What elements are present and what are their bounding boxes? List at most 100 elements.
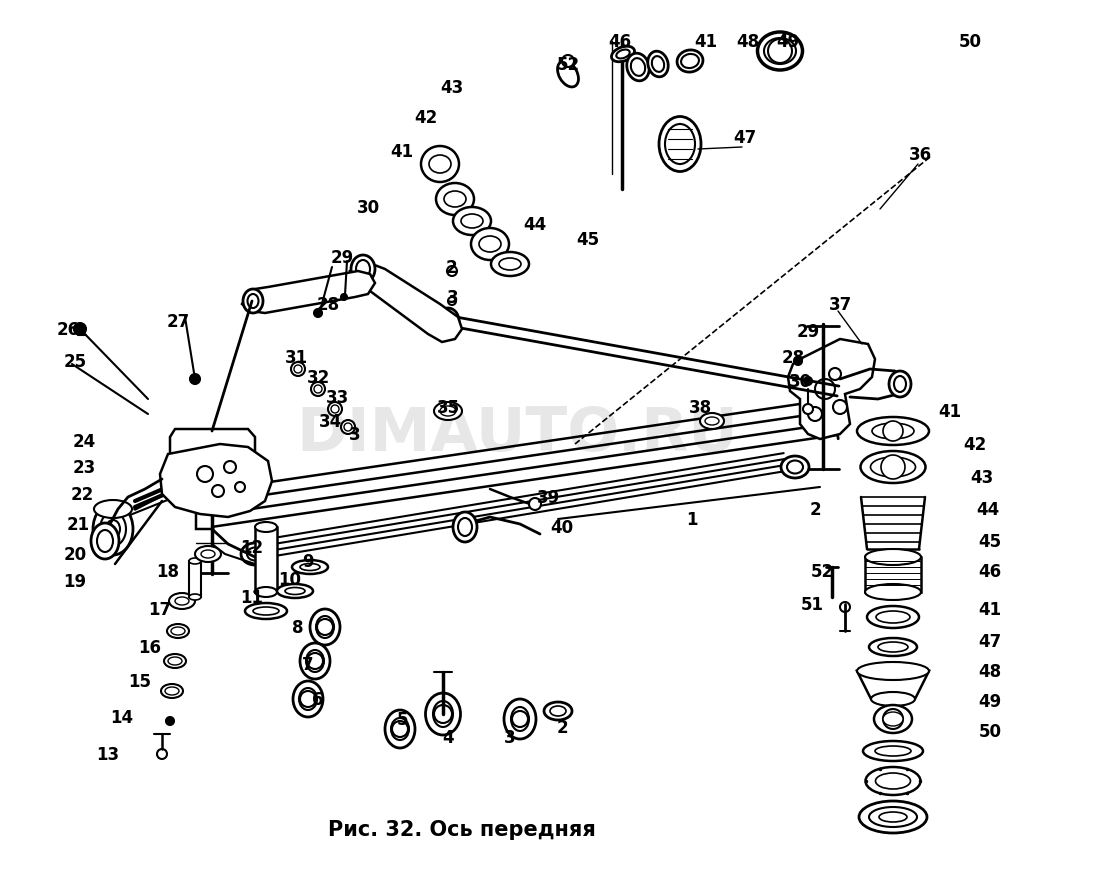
- Circle shape: [197, 467, 213, 482]
- Text: 11: 11: [241, 588, 264, 607]
- Ellipse shape: [97, 530, 113, 553]
- Circle shape: [392, 721, 408, 737]
- Text: 29: 29: [330, 249, 353, 267]
- Text: 24: 24: [73, 433, 96, 450]
- Circle shape: [794, 357, 802, 366]
- Circle shape: [803, 405, 813, 415]
- Ellipse shape: [167, 624, 189, 638]
- Text: 42: 42: [415, 109, 438, 127]
- Text: 41: 41: [694, 33, 717, 51]
- Circle shape: [344, 423, 352, 432]
- Ellipse shape: [550, 706, 566, 716]
- Ellipse shape: [558, 62, 579, 88]
- Ellipse shape: [700, 414, 724, 429]
- Circle shape: [74, 323, 86, 335]
- Ellipse shape: [867, 607, 918, 628]
- Ellipse shape: [865, 549, 921, 566]
- Ellipse shape: [390, 718, 409, 740]
- Text: 3: 3: [349, 426, 361, 443]
- Ellipse shape: [659, 117, 701, 172]
- Text: DIMAUTO.RU: DIMAUTO.RU: [296, 405, 738, 464]
- Circle shape: [815, 380, 835, 400]
- Text: 10: 10: [278, 570, 301, 588]
- Text: 22: 22: [70, 486, 94, 503]
- Ellipse shape: [310, 609, 340, 646]
- Text: 50: 50: [958, 33, 981, 51]
- Ellipse shape: [544, 702, 572, 720]
- Circle shape: [447, 267, 456, 276]
- Polygon shape: [857, 671, 929, 700]
- Text: 51: 51: [801, 595, 824, 614]
- Text: 8: 8: [293, 618, 304, 636]
- Text: 49: 49: [978, 693, 1002, 710]
- Text: 31: 31: [285, 348, 308, 367]
- Text: 2: 2: [446, 259, 456, 276]
- Ellipse shape: [299, 688, 317, 710]
- Text: 13: 13: [97, 745, 120, 763]
- Polygon shape: [170, 429, 255, 529]
- Ellipse shape: [195, 547, 221, 562]
- Ellipse shape: [170, 627, 185, 635]
- Ellipse shape: [894, 376, 906, 393]
- Text: 45: 45: [978, 533, 1002, 550]
- Ellipse shape: [248, 547, 263, 561]
- Text: 47: 47: [978, 633, 1002, 650]
- Text: 2: 2: [810, 501, 821, 519]
- Ellipse shape: [781, 456, 808, 479]
- Ellipse shape: [100, 513, 126, 547]
- Ellipse shape: [758, 33, 803, 71]
- Ellipse shape: [436, 183, 474, 216]
- Ellipse shape: [878, 642, 908, 653]
- Ellipse shape: [300, 643, 330, 680]
- Ellipse shape: [627, 54, 649, 82]
- Ellipse shape: [164, 654, 186, 668]
- Circle shape: [317, 620, 333, 635]
- Ellipse shape: [94, 501, 132, 519]
- Text: 38: 38: [689, 399, 712, 416]
- Circle shape: [212, 486, 224, 497]
- Ellipse shape: [253, 607, 279, 615]
- Ellipse shape: [491, 253, 529, 276]
- Text: 26: 26: [56, 321, 79, 339]
- Ellipse shape: [869, 807, 917, 827]
- Ellipse shape: [241, 543, 270, 566]
- Text: 28: 28: [317, 295, 340, 314]
- Text: 29: 29: [796, 322, 820, 341]
- Ellipse shape: [385, 710, 415, 748]
- Circle shape: [768, 40, 792, 64]
- Bar: [255, 527, 277, 593]
- Ellipse shape: [666, 125, 695, 165]
- Text: 9: 9: [302, 553, 313, 570]
- Circle shape: [562, 56, 574, 68]
- Circle shape: [311, 382, 324, 396]
- Ellipse shape: [471, 229, 509, 261]
- Text: 7: 7: [302, 655, 313, 673]
- Circle shape: [833, 401, 847, 415]
- Polygon shape: [788, 340, 875, 440]
- Circle shape: [157, 749, 167, 760]
- Text: 43: 43: [970, 468, 993, 487]
- Circle shape: [314, 309, 322, 318]
- Ellipse shape: [857, 662, 929, 680]
- Ellipse shape: [277, 584, 313, 599]
- Text: 16: 16: [139, 638, 162, 656]
- Ellipse shape: [189, 594, 201, 600]
- Ellipse shape: [300, 564, 320, 571]
- Ellipse shape: [434, 402, 462, 421]
- Ellipse shape: [869, 638, 917, 656]
- Ellipse shape: [91, 523, 119, 560]
- Text: 3: 3: [504, 728, 516, 746]
- Circle shape: [512, 711, 528, 727]
- Ellipse shape: [889, 372, 911, 397]
- Text: 12: 12: [241, 539, 264, 556]
- Text: 21: 21: [66, 515, 89, 534]
- Circle shape: [328, 402, 342, 416]
- Text: 40: 40: [550, 519, 573, 536]
- Ellipse shape: [870, 457, 915, 477]
- Ellipse shape: [857, 417, 929, 446]
- Text: 32: 32: [307, 368, 330, 387]
- Ellipse shape: [351, 255, 375, 283]
- Ellipse shape: [612, 47, 635, 63]
- Ellipse shape: [356, 261, 370, 279]
- Ellipse shape: [444, 192, 466, 208]
